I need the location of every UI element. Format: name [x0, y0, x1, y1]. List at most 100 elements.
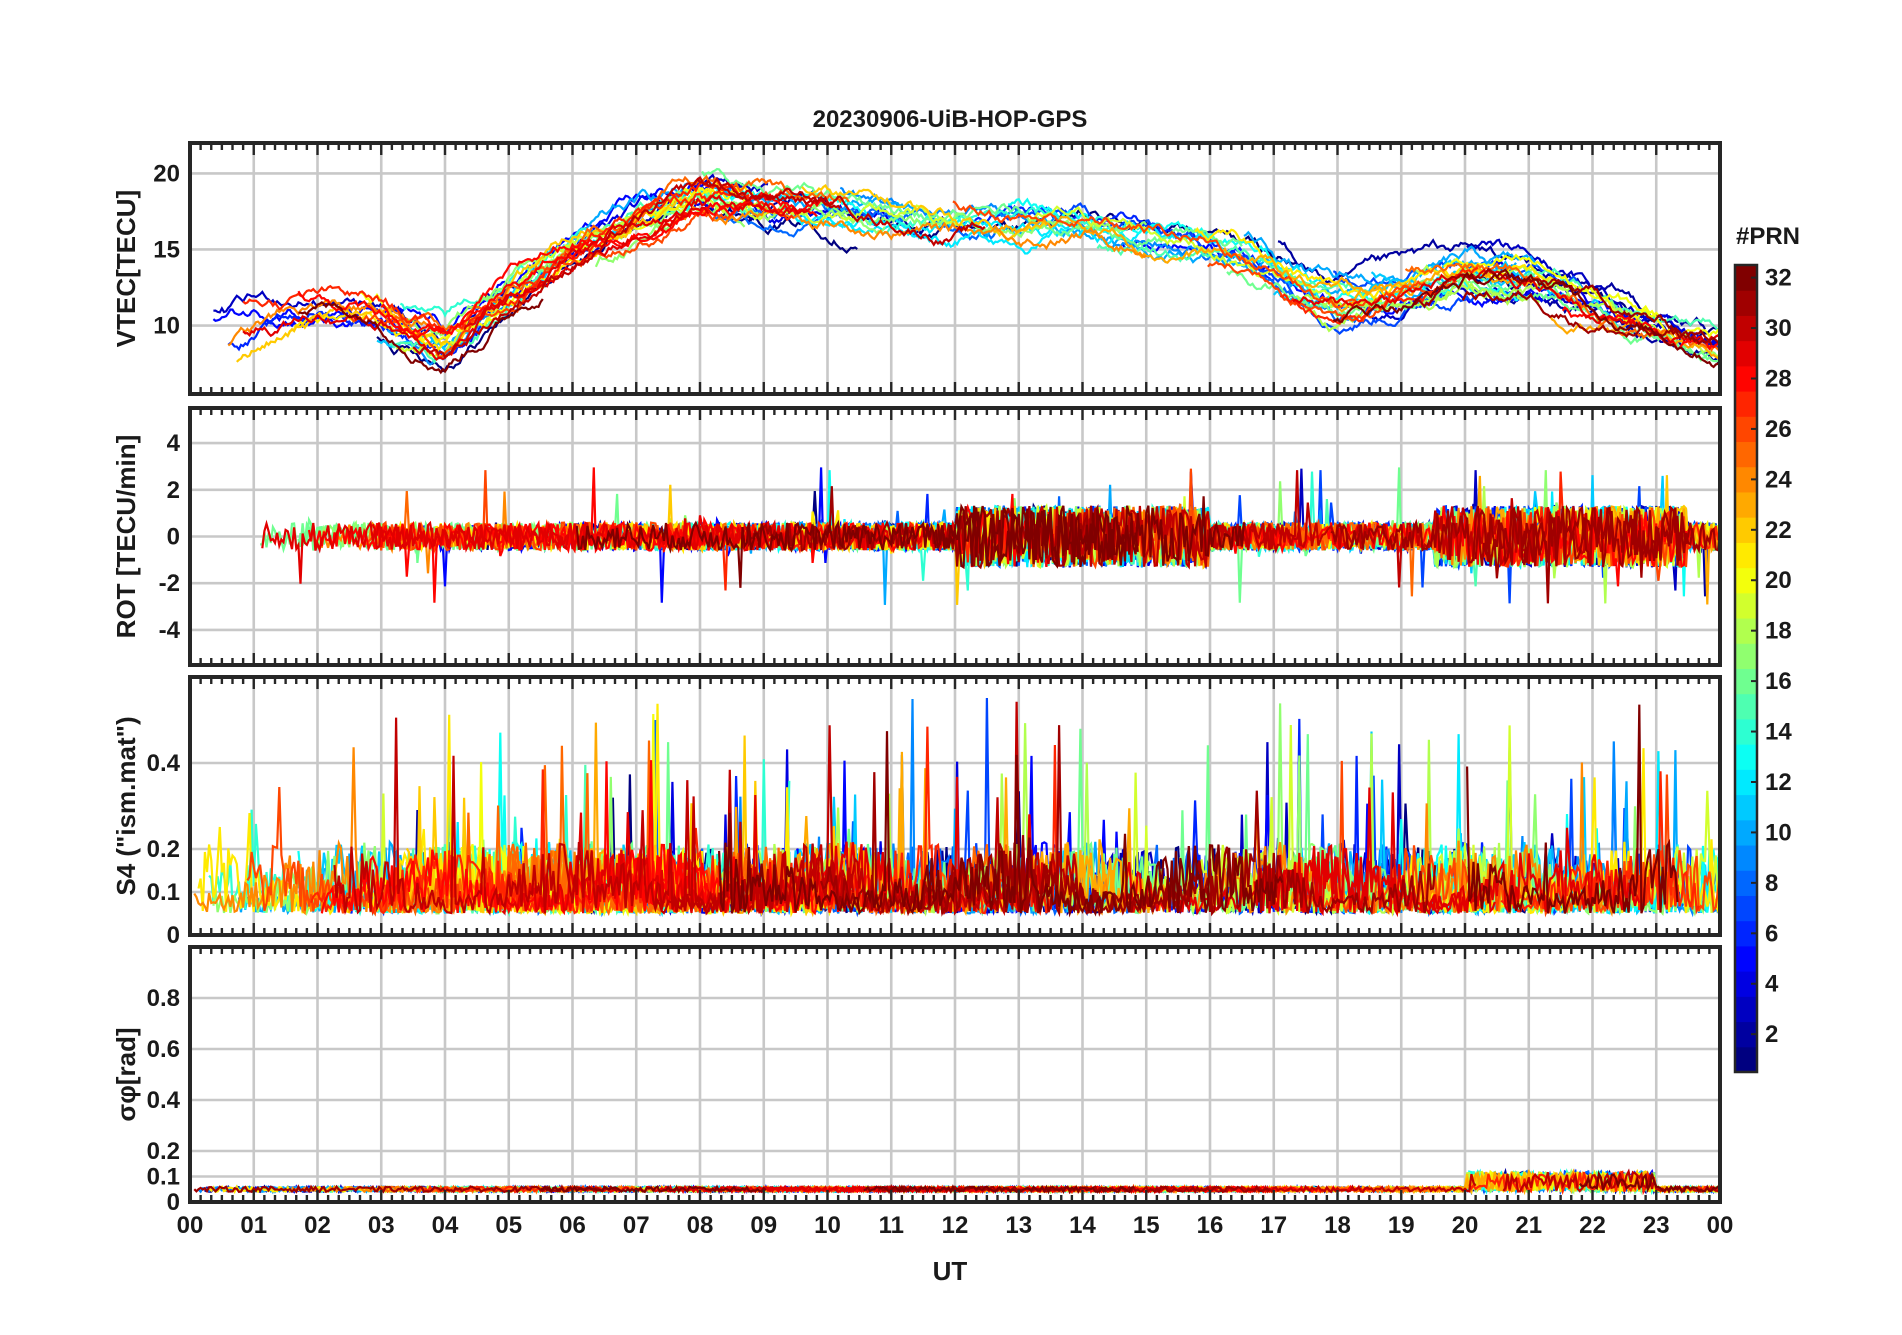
y-tick-label: 0.6: [147, 1036, 180, 1063]
series-line-prn-23: [792, 768, 1169, 917]
colorbar-tick-label: 24: [1765, 466, 1792, 493]
series-group: [260, 467, 1720, 605]
y-tick-label: 0.1: [147, 1164, 180, 1191]
x-tick-label: 04: [432, 1212, 459, 1239]
y-tick-label: 15: [153, 236, 180, 263]
x-tick-label: 22: [1579, 1212, 1606, 1239]
colorbar-swatch: [1735, 391, 1757, 417]
series-group: [212, 167, 1720, 375]
y-tick-label: 2: [167, 477, 180, 504]
colorbar-swatch: [1735, 265, 1757, 291]
y-tick-label: 0: [167, 524, 180, 551]
colorbar-swatch: [1735, 668, 1757, 695]
series-line-prn-30: [690, 175, 986, 247]
colorbar-swatch: [1735, 416, 1757, 443]
colorbar-label: #PRN: [1736, 223, 1800, 250]
x-tick-label: 11: [879, 1212, 904, 1239]
series-line-prn-30: [1034, 505, 1303, 568]
colorbar-tick-label: 32: [1765, 265, 1792, 292]
x-tick-label: 07: [623, 1212, 650, 1239]
colorbar-swatch: [1735, 290, 1757, 316]
colorbar-tick-label: 2: [1765, 1021, 1778, 1048]
colorbar-swatch: [1735, 517, 1757, 543]
x-tick-label: 17: [1260, 1212, 1287, 1239]
colorbar-swatch: [1735, 441, 1757, 468]
series-line-prn-16: [701, 167, 1243, 249]
x-tick-label: 19: [1388, 1212, 1415, 1239]
series-line-prn-31: [1330, 504, 1720, 568]
series-line-prn-31: [1461, 289, 1720, 346]
series-line-prn-10: [1243, 230, 1539, 289]
y-tick-label: -4: [159, 617, 181, 644]
x-tick-label: 06: [559, 1212, 586, 1239]
series-group: [193, 697, 1720, 918]
y-tick-label: 0.2: [147, 1138, 180, 1165]
y-axis-label-vtec: VTEC[TECU]: [111, 190, 141, 347]
y-tick-label: 0.8: [147, 985, 180, 1012]
colorbar-tick-label: 22: [1765, 517, 1792, 544]
x-tick-label: 02: [304, 1212, 331, 1239]
x-tick-label: 05: [495, 1212, 522, 1239]
y-tick-label: 0.2: [147, 836, 180, 863]
y-tick-label: 4: [167, 430, 181, 457]
x-tick-label: 13: [1005, 1212, 1032, 1239]
x-tick-label: 00: [177, 1212, 204, 1239]
x-tick-label: 20: [1452, 1212, 1479, 1239]
colorbar-tick-label: 8: [1765, 870, 1778, 897]
series-line-prn-32: [540, 1184, 767, 1194]
series-line-prn-31: [1474, 504, 1694, 604]
series-line-prn-32: [1578, 1170, 1720, 1194]
series-line-prn-14: [884, 207, 1113, 235]
colorbar-swatch: [1735, 945, 1757, 972]
series-line-prn-27: [406, 1184, 603, 1194]
colorbar-swatch: [1735, 466, 1757, 493]
series-line-prn-19: [1028, 205, 1383, 309]
x-tick-label: 18: [1324, 1212, 1351, 1239]
series-group: [193, 1167, 1720, 1196]
y-axis-label-s4: S4 ("ism.mat"): [111, 716, 141, 895]
colorbar-swatch: [1735, 845, 1757, 871]
colorbar-swatch: [1735, 542, 1757, 569]
y-tick-label: -2: [159, 570, 180, 597]
series-line-prn-23: [993, 215, 1418, 295]
series-line-prn-32: [575, 519, 937, 588]
series-line-prn-20: [1442, 253, 1664, 322]
series-line-prn-24: [652, 205, 1147, 259]
series-line-prn-30: [1502, 1168, 1720, 1194]
y-tick-label: 20: [153, 160, 180, 187]
y-tick-label: 10: [153, 313, 180, 340]
x-tick-label: 10: [814, 1212, 841, 1239]
series-line-prn-27: [1500, 771, 1700, 915]
series-line-prn-32: [936, 496, 1246, 570]
colorbar-tick-label: 18: [1765, 618, 1792, 645]
series-line-prn-29: [463, 206, 710, 331]
colorbar-tick-label: 16: [1765, 668, 1792, 695]
series-line-prn-15: [1096, 243, 1381, 304]
y-tick-label: 0: [167, 922, 180, 949]
colorbar-swatch: [1735, 920, 1757, 947]
series-line-prn-32: [1332, 268, 1720, 369]
panel-rot: -4 -2 0 2 4 ROT [TECU/min]: [111, 406, 1722, 667]
colorbar-swatch: [1735, 340, 1757, 367]
y-tick-label: 0.4: [147, 1087, 181, 1114]
series-line-prn-7: [995, 202, 1519, 336]
series-line-prn-2: [1277, 238, 1707, 330]
series-line-prn-32: [298, 298, 544, 375]
series-line-prn-6: [227, 301, 501, 358]
series-line-prn-20: [1584, 287, 1720, 341]
x-tick-label: 15: [1133, 1212, 1160, 1239]
y-tick-label: 0: [167, 1189, 180, 1216]
colorbar-swatch: [1735, 870, 1757, 896]
x-tick-labels: 00 01 02 03 04 05 06 07 08 09 10 11 12 13 14 15 16 17 18 19…: [177, 1212, 1734, 1239]
colorbar-tick-label: 12: [1765, 769, 1792, 796]
colorbar-frame: [1733, 263, 1759, 1074]
x-tick-label: 01: [240, 1212, 267, 1239]
series-line-prn-22: [236, 195, 688, 363]
y-tick-label: 0.4: [147, 750, 181, 777]
series-line-prn-29: [242, 194, 811, 362]
colorbar-tick-label: 10: [1765, 819, 1792, 846]
series-line-prn-28: [307, 467, 716, 603]
colorbar-swatch: [1735, 895, 1757, 922]
